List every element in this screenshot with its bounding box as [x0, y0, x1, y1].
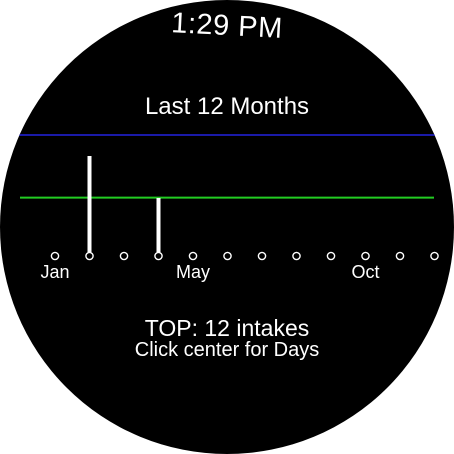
month-dot-aug[interactable]	[292, 251, 301, 261]
reference-lines	[0, 134, 454, 199]
bar-feb	[87, 156, 92, 256]
month-dot-jun[interactable]	[223, 251, 232, 261]
top-intakes-text: TOP: 12 intakes	[144, 315, 310, 341]
month-dot-oct[interactable]	[361, 251, 370, 261]
month-label-jan: Jan	[40, 262, 69, 282]
month-dot-jan[interactable]	[50, 251, 60, 261]
month-dot-sep[interactable]	[326, 251, 336, 261]
month-label-may: May	[176, 262, 210, 282]
chart-bars	[87, 156, 161, 256]
month-label-oct: Oct	[351, 262, 379, 282]
chart-title: Last 12 Months	[144, 93, 310, 120]
month-dot-mar[interactable]	[119, 251, 129, 261]
month-labels: Jan May Oct	[40, 262, 379, 282]
month-dots	[50, 251, 439, 261]
month-dot-apr[interactable]	[154, 251, 163, 261]
month-dot-dec[interactable]	[430, 251, 439, 261]
month-dot-feb[interactable]	[85, 251, 94, 261]
bar-apr	[156, 198, 161, 256]
center-hint-text[interactable]: Click center for Days	[134, 339, 320, 361]
month-dot-may[interactable]	[188, 251, 198, 261]
month-dot-jul[interactable]	[257, 251, 267, 261]
month-dot-nov[interactable]	[395, 251, 405, 261]
